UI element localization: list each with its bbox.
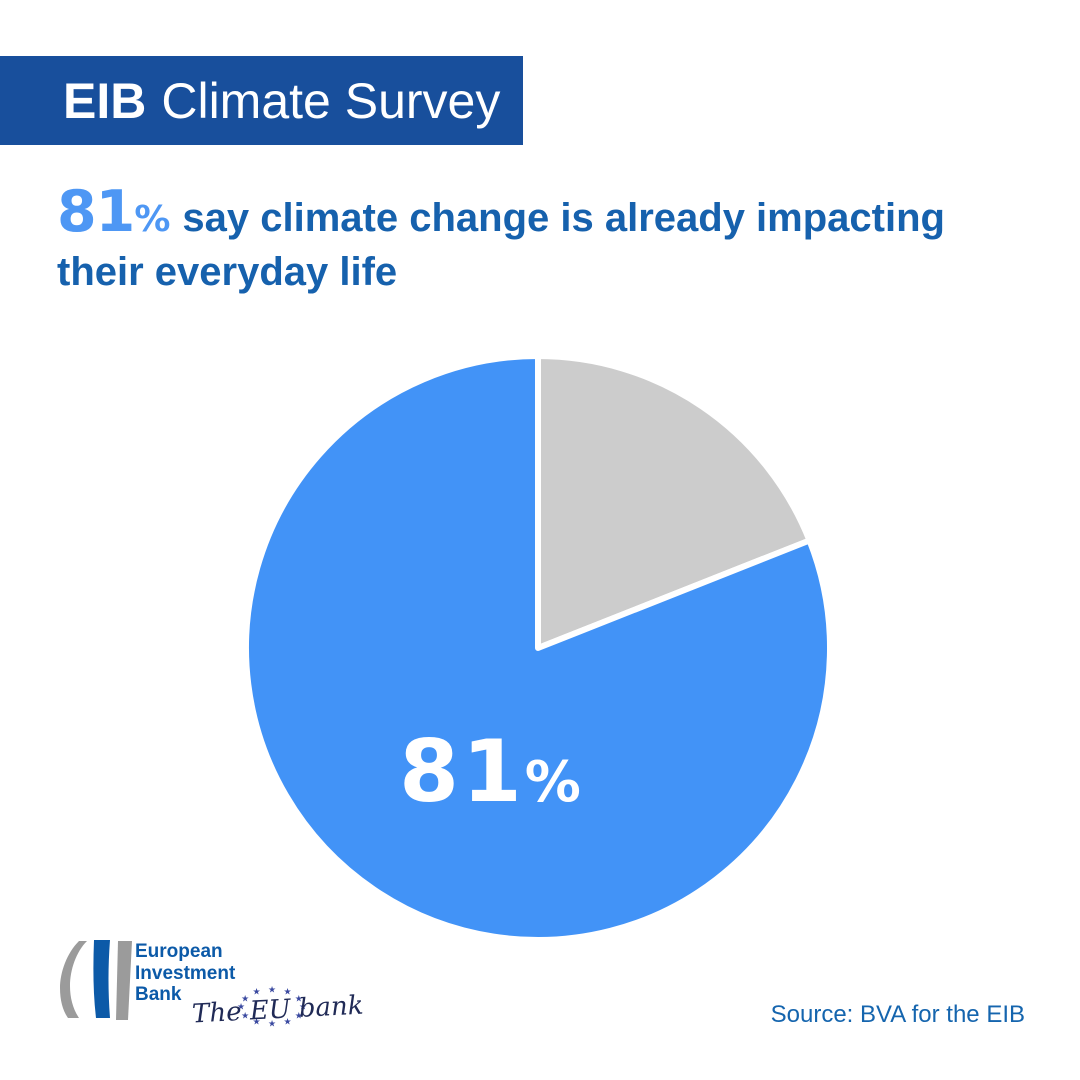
- source-note: Source: BVA for the EIB: [770, 1001, 1025, 1028]
- eu-star-icon: ★: [241, 1010, 250, 1020]
- eu-star-icon: ★: [298, 1001, 308, 1012]
- logo-org-line3: Bank: [135, 984, 182, 1005]
- headline-stat-percent: %: [134, 199, 171, 240]
- pie-slice: [535, 353, 813, 651]
- eu-star-icon: ★: [241, 993, 250, 1003]
- eu-star-icon: ★: [294, 1010, 303, 1020]
- eib-logo-icon: [60, 940, 132, 1020]
- pie-chart: 81%: [238, 348, 838, 948]
- eu-star-icon: ★: [236, 1001, 246, 1012]
- eu-star-icon: ★: [252, 1016, 261, 1027]
- logo-org-name: European Investment Bank: [135, 941, 235, 1006]
- eu-star-icon: ★: [294, 993, 303, 1003]
- header-banner: EIB Climate Survey: [0, 56, 523, 145]
- headline-line1: 81% say climate change is already impacti…: [57, 184, 977, 246]
- headline-text-line2: their everyday life: [57, 250, 398, 294]
- eu-stars-icon: ★ ★ ★ ★ ★ ★ ★ ★ ★ ★ ★ ★: [236, 984, 308, 1029]
- logo-org-line1: European: [135, 941, 223, 962]
- pie-chart-svg: [243, 353, 833, 943]
- headline-stat-number: 81: [57, 179, 135, 245]
- pie-slice: [243, 353, 833, 943]
- logo-org-line2: Investment: [135, 962, 236, 984]
- headline-text-line1: say climate change is already impacting: [182, 196, 945, 240]
- header-title-rest: Climate Survey: [161, 72, 501, 129]
- header-title-bold: EIB: [63, 72, 147, 129]
- headline: 81% say climate change is already impacti…: [57, 184, 977, 298]
- eu-star-icon: ★: [267, 984, 277, 995]
- pie-label-number: 81: [399, 722, 525, 822]
- eu-star-icon: ★: [252, 986, 261, 997]
- pie-label-percent: %: [524, 750, 581, 815]
- eu-star-icon: ★: [267, 1018, 277, 1029]
- eu-star-icon: ★: [283, 1016, 292, 1027]
- pie-slice-label: 81%: [399, 722, 581, 822]
- eu-star-icon: ★: [283, 986, 292, 997]
